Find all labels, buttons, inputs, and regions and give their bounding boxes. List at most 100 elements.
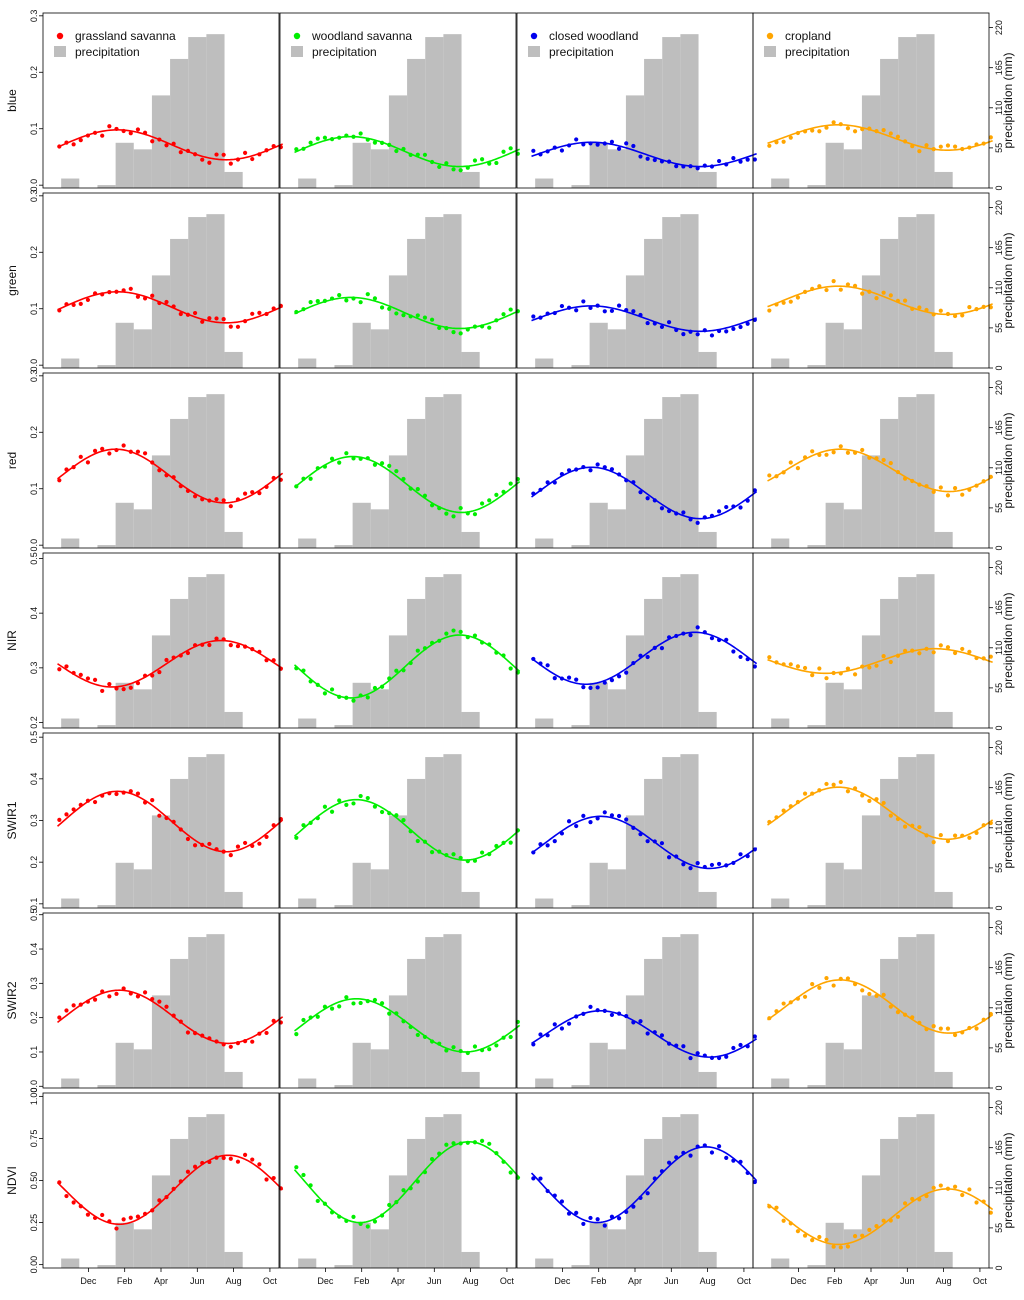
data-point (681, 631, 686, 636)
data-point (574, 137, 579, 142)
y-tick-label: 0.25 (29, 1214, 39, 1232)
data-point (888, 659, 893, 665)
data-point (566, 675, 572, 680)
precip-bar (388, 995, 408, 1088)
y-tick-label: 0.2 (29, 246, 39, 259)
precip-bar (224, 711, 243, 728)
data-point (666, 159, 672, 164)
data-point (831, 983, 836, 988)
data-point (78, 1204, 83, 1209)
data-point (824, 781, 829, 787)
data-point (731, 1045, 736, 1051)
data-point (164, 299, 169, 305)
data-point (874, 456, 879, 461)
precip-bar (461, 1071, 480, 1088)
precip-bar (407, 238, 426, 368)
data-point (501, 312, 506, 317)
data-point (888, 131, 893, 136)
precip-bar (61, 898, 80, 908)
data-point (372, 296, 378, 301)
fit-curve (767, 1188, 994, 1246)
precip-bar (206, 754, 225, 908)
data-point (752, 157, 757, 162)
data-point (802, 1233, 808, 1238)
band-label: red (5, 452, 19, 469)
precip-bar (880, 238, 899, 368)
precip-bar (535, 358, 554, 368)
data-point (257, 152, 262, 157)
data-point (845, 976, 851, 981)
data-point (988, 474, 993, 479)
data-point (142, 296, 148, 301)
data-point (824, 676, 829, 681)
data-point (107, 1219, 112, 1224)
y-tick-label: 0.1 (29, 302, 39, 315)
precip-bar (133, 1049, 152, 1088)
panel-frame (279, 732, 517, 909)
precip-bar (571, 1085, 590, 1088)
data-point (559, 676, 565, 681)
band-label: SWIR2 (5, 981, 19, 1019)
data-point (788, 1000, 793, 1005)
precip-tick-label: 110 (994, 1181, 1004, 1195)
data-point (264, 658, 269, 663)
x-tick-label: Dec (554, 1276, 571, 1286)
y-tick-label: 1.00 (29, 1088, 39, 1106)
precip-tick-label: 165 (994, 600, 1004, 615)
data-point (508, 666, 513, 671)
data-point (824, 452, 829, 457)
data-point (888, 461, 893, 466)
precip-bar (861, 95, 881, 188)
data-point (294, 147, 299, 152)
legend-precip-swatch (54, 46, 66, 57)
data-point (315, 466, 320, 471)
precip-bar (571, 185, 590, 188)
precip-bar (916, 754, 935, 908)
data-point (372, 685, 378, 691)
panel-blue-1: woodland savanna precipitation (279, 12, 520, 189)
panel-frame (42, 912, 280, 1089)
data-point (860, 127, 865, 132)
data-point (337, 293, 342, 298)
data-point (931, 312, 936, 317)
data-point (494, 843, 499, 849)
data-point (394, 311, 399, 316)
data-point (731, 326, 736, 331)
data-point (645, 839, 650, 844)
data-point (422, 152, 428, 157)
y-tick-label: 0.0 (29, 539, 39, 552)
data-point (379, 305, 385, 310)
data-point (867, 798, 872, 803)
fit-curve (293, 1140, 521, 1224)
data-point (967, 305, 972, 310)
precip-bar (206, 574, 225, 728)
fit-curve (530, 1146, 758, 1224)
precip-tick-label: 165 (994, 1140, 1004, 1155)
precip-bar (97, 185, 116, 188)
precip-bar (443, 1114, 462, 1268)
data-point (795, 295, 801, 300)
precip-bar (662, 397, 681, 548)
data-point (207, 841, 212, 847)
data-point (171, 304, 176, 309)
data-point (472, 158, 478, 163)
data-point (444, 326, 449, 331)
data-point (531, 148, 536, 153)
data-point (264, 311, 269, 317)
precip-bar (625, 995, 645, 1088)
data-point (329, 809, 335, 814)
data-point (351, 134, 356, 139)
data-point (917, 651, 922, 656)
panel-green-2 (516, 192, 757, 369)
data-point (674, 327, 679, 333)
data-point (938, 1026, 943, 1031)
data-point (214, 152, 219, 157)
data-point (838, 287, 843, 292)
data-point (329, 1006, 335, 1011)
data-point (214, 497, 219, 502)
panel-blue-3: 0 55 110 165 220 precipitation (mm) cropland pr… (752, 12, 1015, 191)
precip-bar (535, 178, 554, 188)
data-point (235, 157, 241, 162)
data-point (645, 654, 650, 660)
data-point (945, 493, 951, 498)
